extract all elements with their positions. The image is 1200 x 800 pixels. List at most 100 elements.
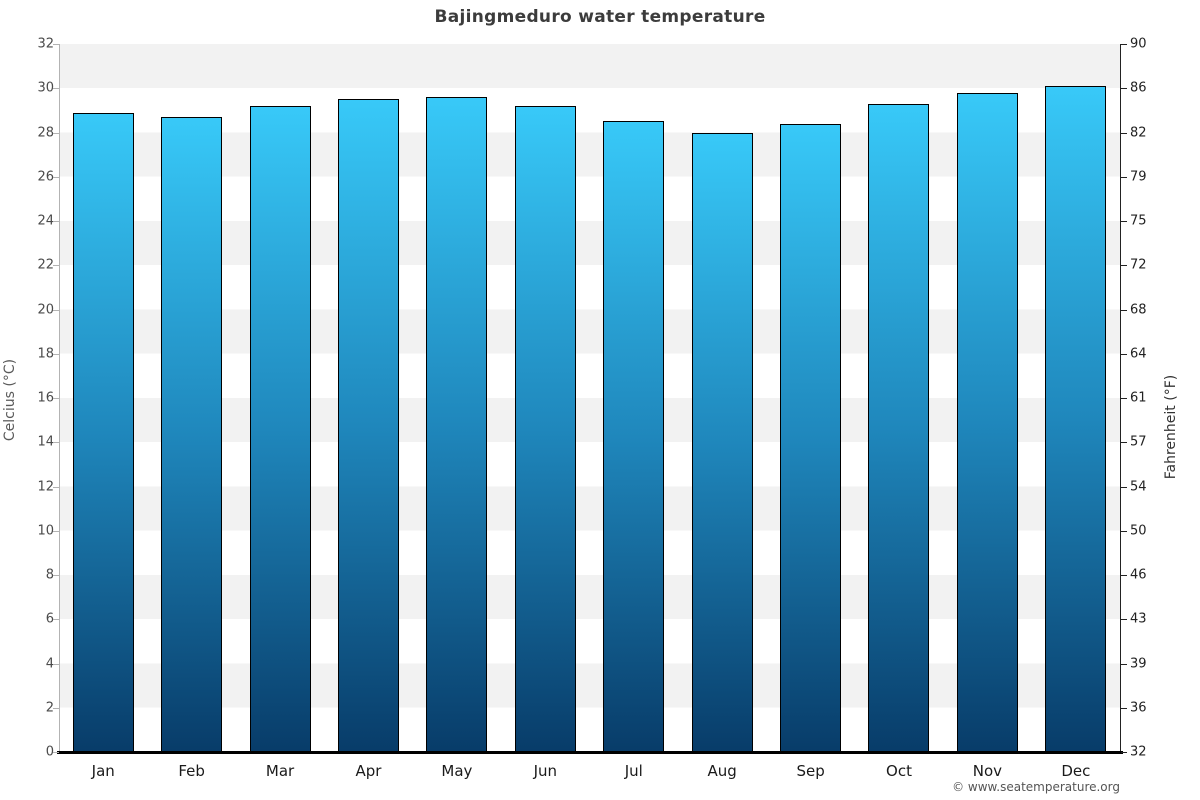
ytick-celsius-4: 4: [45, 656, 54, 671]
bar-aug: [691, 132, 753, 752]
tickmark-right: [1121, 221, 1127, 222]
ytick-fahrenheit-61: 61: [1130, 390, 1147, 406]
bar-sep: [780, 123, 842, 752]
tickmark-right: [1121, 309, 1127, 311]
tickmark-left: [53, 530, 59, 532]
x-axis-label-jan: Jan: [91, 762, 115, 780]
tickmark-right: [1121, 752, 1127, 753]
ytick-celsius-0: 0: [45, 744, 54, 760]
tickmark-right: [1121, 575, 1127, 576]
x-axis-label-jul: Jul: [624, 762, 643, 780]
tickmark-left: [53, 575, 59, 576]
ytick-celsius-28: 28: [37, 125, 54, 140]
x-axis-label-nov: Nov: [972, 762, 1003, 780]
y-axis-line-right: [1120, 44, 1121, 752]
ytick-celsius-24: 24: [37, 213, 54, 229]
tickmark-right: [1121, 176, 1127, 178]
tickmark-left: [53, 44, 59, 45]
bar-feb: [161, 117, 223, 752]
bar-may: [426, 97, 488, 752]
ytick-fahrenheit-43: 43: [1130, 611, 1147, 627]
bar-jan: [72, 112, 134, 752]
copyright-credit: © www.seatemperature.org: [952, 780, 1120, 794]
y-axis-title-celsius: Celcius (°C): [2, 358, 18, 442]
bar-nov: [956, 92, 1018, 752]
x-axis-label-sep: Sep: [796, 762, 825, 780]
ytick-celsius-32: 32: [37, 36, 54, 52]
x-axis-line: [57, 751, 1123, 754]
ytick-fahrenheit-54: 54: [1130, 479, 1147, 494]
ytick-celsius-2: 2: [45, 700, 54, 716]
x-axis-label-jun: Jun: [533, 762, 558, 780]
ytick-celsius-8: 8: [45, 567, 54, 583]
ytick-fahrenheit-57: 57: [1130, 434, 1147, 450]
y-axis-ticks-celsius: 0 2 4 6 8 10 12 14 16 18 20 22 24 26 28 30 32: [14, 38, 54, 759]
tickmark-left: [53, 132, 59, 134]
tickmark-right: [1121, 265, 1127, 267]
bar-dec: [1045, 86, 1107, 752]
tickmark-left: [53, 752, 59, 753]
x-axis-label-mar: Mar: [265, 762, 295, 780]
ytick-celsius-10: 10: [37, 523, 54, 539]
tickmark-left: [53, 88, 59, 90]
y-axis-line-left: [59, 44, 60, 752]
x-axis-label-dec: Dec: [1061, 762, 1091, 780]
y-axis-ticks-fahrenheit: 32 36 39 43 46 50 54 57 61 64 68 72 75 79 82 86 90: [1130, 38, 1170, 759]
tickmark-right: [1121, 442, 1127, 444]
bar-jun: [514, 105, 576, 752]
tickmark-right: [1121, 398, 1127, 399]
tickmark-left: [53, 309, 59, 311]
ytick-celsius-16: 16: [37, 390, 54, 406]
tickmark-left: [53, 619, 59, 621]
ytick-fahrenheit-36: 36: [1130, 700, 1147, 716]
y-axis-title-fahrenheit: Fahrenheit (°F): [1163, 374, 1179, 480]
ytick-fahrenheit-90: 90: [1130, 36, 1147, 52]
tickmark-left: [53, 176, 59, 178]
ytick-celsius-20: 20: [37, 302, 54, 317]
tickmark-right: [1121, 486, 1127, 488]
bar-apr: [337, 99, 399, 752]
ytick-celsius-22: 22: [37, 257, 54, 273]
ytick-fahrenheit-32: 32: [1130, 744, 1147, 760]
ytick-celsius-12: 12: [37, 479, 54, 494]
x-axis-label-may: May: [441, 762, 473, 780]
ytick-celsius-30: 30: [37, 80, 54, 96]
ytick-fahrenheit-50: 50: [1130, 523, 1147, 539]
x-axis-label-aug: Aug: [707, 762, 737, 780]
x-axis-label-oct: Oct: [886, 762, 912, 780]
tickmark-right: [1121, 530, 1127, 532]
tickmark-right: [1121, 88, 1127, 90]
tickmark-left: [53, 398, 59, 399]
tickmark-left: [53, 353, 59, 355]
x-axis-labels: Jan Feb Mar Apr May Jun Jul Aug Sep Oct Nov Dec: [59, 760, 1120, 782]
ytick-fahrenheit-46: 46: [1130, 567, 1147, 583]
ytick-fahrenheit-39: 39: [1130, 656, 1147, 671]
ytick-fahrenheit-79: 79: [1130, 169, 1147, 185]
bar-oct: [868, 103, 930, 752]
x-axis-label-feb: Feb: [178, 762, 205, 780]
ytick-celsius-26: 26: [37, 169, 54, 185]
tickmark-right: [1121, 663, 1127, 665]
tickmark-right: [1121, 44, 1127, 45]
tickmark-right: [1121, 132, 1127, 134]
bar-jul: [603, 121, 665, 752]
tickmark-left: [53, 707, 59, 709]
tickmark-right: [1121, 353, 1127, 355]
ytick-fahrenheit-68: 68: [1130, 302, 1147, 317]
ytick-celsius-6: 6: [45, 611, 54, 627]
tickmark-left: [53, 442, 59, 444]
x-axis-label-apr: Apr: [355, 762, 382, 780]
ytick-fahrenheit-82: 82: [1130, 125, 1147, 140]
tickmark-left: [53, 486, 59, 488]
tickmark-left: [53, 663, 59, 665]
bar-mar: [249, 105, 311, 752]
ytick-fahrenheit-86: 86: [1130, 80, 1147, 96]
tickmark-left: [53, 265, 59, 267]
tickmark-left: [53, 221, 59, 222]
tickmark-right: [1121, 619, 1127, 621]
ytick-celsius-14: 14: [37, 434, 54, 450]
tickmark-right: [1121, 707, 1127, 709]
ytick-fahrenheit-64: 64: [1130, 346, 1147, 362]
plot-area: [59, 44, 1120, 752]
